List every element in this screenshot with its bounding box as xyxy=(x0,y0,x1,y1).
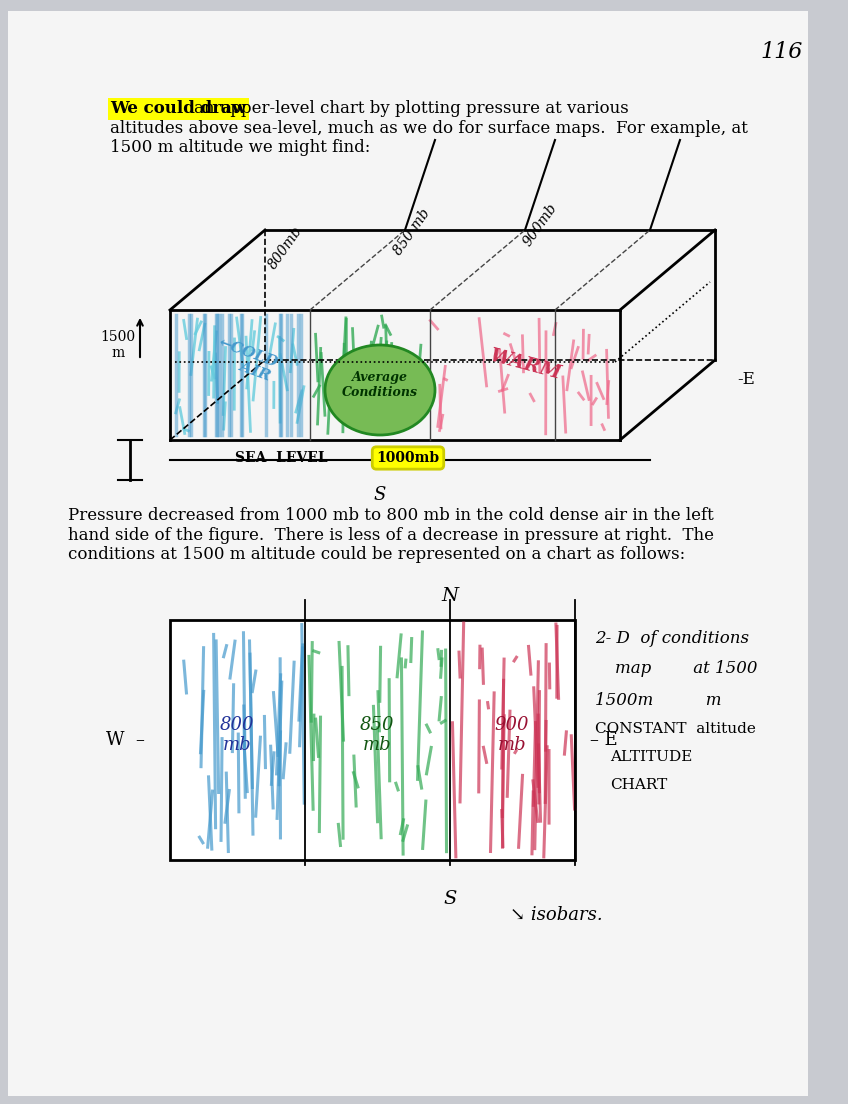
Ellipse shape xyxy=(325,344,435,435)
Text: 2- D  of conditions: 2- D of conditions xyxy=(595,630,749,647)
Text: WARM: WARM xyxy=(487,347,563,383)
Text: map        at 1500: map at 1500 xyxy=(615,660,757,677)
Text: S: S xyxy=(444,890,457,907)
Text: 1000mb: 1000mb xyxy=(377,452,439,465)
Text: Pressure decreased from 1000 mb to 800 mb in the cold dense air in the left
hand: Pressure decreased from 1000 mb to 800 m… xyxy=(68,507,714,563)
Text: 116: 116 xyxy=(760,41,802,63)
Text: 1500
m: 1500 m xyxy=(100,330,136,360)
Text: ↘ isobars.: ↘ isobars. xyxy=(510,906,603,924)
Text: We could draw: We could draw xyxy=(110,100,246,117)
Text: CONSTANT  altitude: CONSTANT altitude xyxy=(595,722,756,736)
Text: S: S xyxy=(374,486,386,505)
Text: CHART: CHART xyxy=(610,778,667,792)
Text: ←COLD
     AIR: ←COLD AIR xyxy=(210,336,279,385)
Text: Average
Conditions: Average Conditions xyxy=(342,371,418,399)
Text: 850 mb: 850 mb xyxy=(391,206,433,257)
Text: an upper-level chart by plotting pressure at various
altitudes above sea-level, : an upper-level chart by plotting pressur… xyxy=(110,100,748,156)
Text: W  –: W – xyxy=(106,731,145,749)
Text: N: N xyxy=(442,587,459,605)
Text: 800
mb: 800 mb xyxy=(220,715,254,754)
Text: ALTITUDE: ALTITUDE xyxy=(610,750,692,764)
Text: 1500m          m: 1500m m xyxy=(595,692,722,709)
Text: – E: – E xyxy=(590,731,617,749)
Text: 900
mb: 900 mb xyxy=(494,715,529,754)
Text: 850
mb: 850 mb xyxy=(360,715,394,754)
FancyBboxPatch shape xyxy=(8,11,808,1096)
Text: 900mb: 900mb xyxy=(521,201,560,248)
Text: SEA  LEVEL: SEA LEVEL xyxy=(235,452,327,465)
Text: -E: -E xyxy=(737,372,755,389)
Bar xyxy=(170,620,575,860)
Text: 800mb: 800mb xyxy=(265,224,304,272)
